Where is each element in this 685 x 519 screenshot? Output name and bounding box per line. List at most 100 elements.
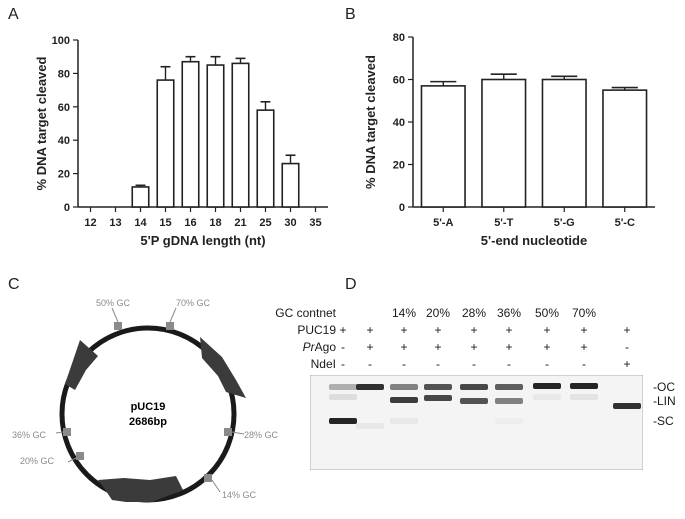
treatment-sign: -: [341, 357, 345, 371]
band-label-oc: -OC: [653, 380, 675, 394]
gel-band: [533, 383, 561, 389]
gc-value: 70%: [571, 306, 597, 320]
gc-value: 28%: [461, 306, 487, 320]
treatment-sign: +: [366, 340, 374, 354]
row-label-puc19: PUC19: [297, 323, 336, 337]
gc-label-14: 14% GC: [222, 490, 257, 500]
y-axis-label: % DNA target cleaved: [363, 55, 378, 189]
gel-band: [329, 394, 357, 400]
treatment-sign: +: [366, 323, 374, 337]
row-label-ndei: NdeI: [310, 357, 336, 371]
treatment-sign: +: [470, 340, 478, 354]
gel-band: [570, 394, 598, 400]
gel-band: [460, 398, 488, 404]
treatment-sign: +: [505, 323, 513, 337]
treatment-sign: +: [505, 340, 513, 354]
gc-label-50: 50% GC: [96, 298, 131, 308]
gel-band: [495, 384, 523, 390]
gc-value: 50%: [534, 306, 560, 320]
y-tick-label: 80: [393, 32, 405, 44]
gel-band: [533, 394, 561, 400]
treatment-sign: -: [625, 340, 629, 354]
bar-chart-5-end-nucleotide: 0 20 40 60 80 5'-A 5'-T 5'-G 5'-C 5'-end nucleoti…: [363, 32, 655, 248]
plasmid-size: 2686bp: [129, 416, 167, 428]
x-tick-label: 25: [259, 217, 271, 229]
x-tick-label: 12: [84, 217, 96, 229]
treatment-sign: -: [582, 357, 586, 371]
treatment-sign: +: [470, 323, 478, 337]
treatment-sign: -: [402, 357, 406, 371]
gel-band: [495, 418, 523, 424]
gel-band: [570, 383, 598, 389]
treatment-sign: +: [623, 357, 631, 371]
gc-label-70: 70% GC: [176, 298, 211, 308]
treatment-sign: -: [368, 357, 372, 371]
x-tick-label: 35: [309, 217, 321, 229]
treatment-sign: +: [580, 323, 588, 337]
gc-value: 14%: [391, 306, 417, 320]
x-tick-label: 15: [159, 217, 171, 229]
treatment-sign: -: [436, 357, 440, 371]
treatment-sign: +: [623, 323, 631, 337]
bar: [256, 109, 275, 208]
bar: [181, 60, 200, 208]
y-tick-label: 20: [393, 160, 405, 172]
treatment-sign: -: [341, 340, 345, 354]
gc-value: 36%: [496, 306, 522, 320]
y-axis-label: % DNA target cleaved: [34, 56, 49, 190]
treatment-sign: -: [472, 357, 476, 371]
treatment-sign: -: [545, 357, 549, 371]
gc-marker-36: [63, 428, 71, 436]
bar: [481, 78, 527, 208]
gel-band: [460, 384, 488, 390]
x-tick-label: 5'-A: [433, 217, 453, 229]
bar: [420, 85, 466, 208]
x-tick-label: 21: [234, 217, 246, 229]
gc-value: 20%: [425, 306, 451, 320]
gc-label-28: 28% GC: [244, 430, 279, 440]
bar: [231, 62, 250, 208]
gc-label-36: 36% GC: [12, 430, 47, 440]
x-tick-label: 13: [109, 217, 121, 229]
x-tick-label: 16: [184, 217, 196, 229]
x-tick-label: 18: [209, 217, 221, 229]
x-tick-label: 5'-G: [554, 217, 575, 229]
y-tick-label: 20: [58, 169, 70, 181]
x-tick-label: 5'-T: [494, 217, 513, 229]
gene-arrow-bottom: [98, 476, 183, 502]
gel-band: [356, 423, 384, 429]
gel-band: [424, 384, 452, 390]
gel-band: [356, 384, 384, 390]
x-tick-label: 30: [284, 217, 296, 229]
panel-letter-b: B: [345, 6, 356, 23]
plasmid-name: pUC19: [131, 401, 166, 413]
bar: [156, 79, 175, 208]
panel-letter-a: A: [8, 6, 19, 23]
treatment-sign: +: [543, 323, 551, 337]
x-tick-label: 14: [134, 217, 147, 229]
gel-band: [390, 418, 418, 424]
gel-band: [424, 395, 452, 401]
bar: [206, 64, 225, 208]
band-label-lin: -LIN: [653, 394, 676, 408]
x-axis-label: 5'-end nucleotide: [481, 233, 587, 248]
panel-letter-c: C: [8, 276, 20, 293]
panel-letter-d: D: [345, 276, 357, 293]
gel-band: [495, 398, 523, 404]
y-tick-label: 60: [393, 75, 405, 87]
x-tick-label: 5'-C: [615, 217, 635, 229]
treatment-sign: +: [580, 340, 588, 354]
bar: [131, 186, 150, 208]
gel-band: [390, 384, 418, 390]
treatment-sign: -: [507, 357, 511, 371]
plasmid-map: 50% GC 70% GC 28% GC 14% GC 20% GC 36% G…: [12, 298, 279, 503]
gel-band: [613, 403, 641, 409]
gel-band: [390, 397, 418, 403]
gc-marker-70: [166, 322, 174, 330]
agarose-gel-image: [310, 375, 643, 470]
bar: [281, 162, 300, 208]
y-tick-label: 0: [399, 202, 405, 214]
row-label-prago: PrAgo: [302, 340, 336, 354]
treatment-sign: +: [400, 340, 408, 354]
gc-marker-14: [204, 474, 212, 482]
